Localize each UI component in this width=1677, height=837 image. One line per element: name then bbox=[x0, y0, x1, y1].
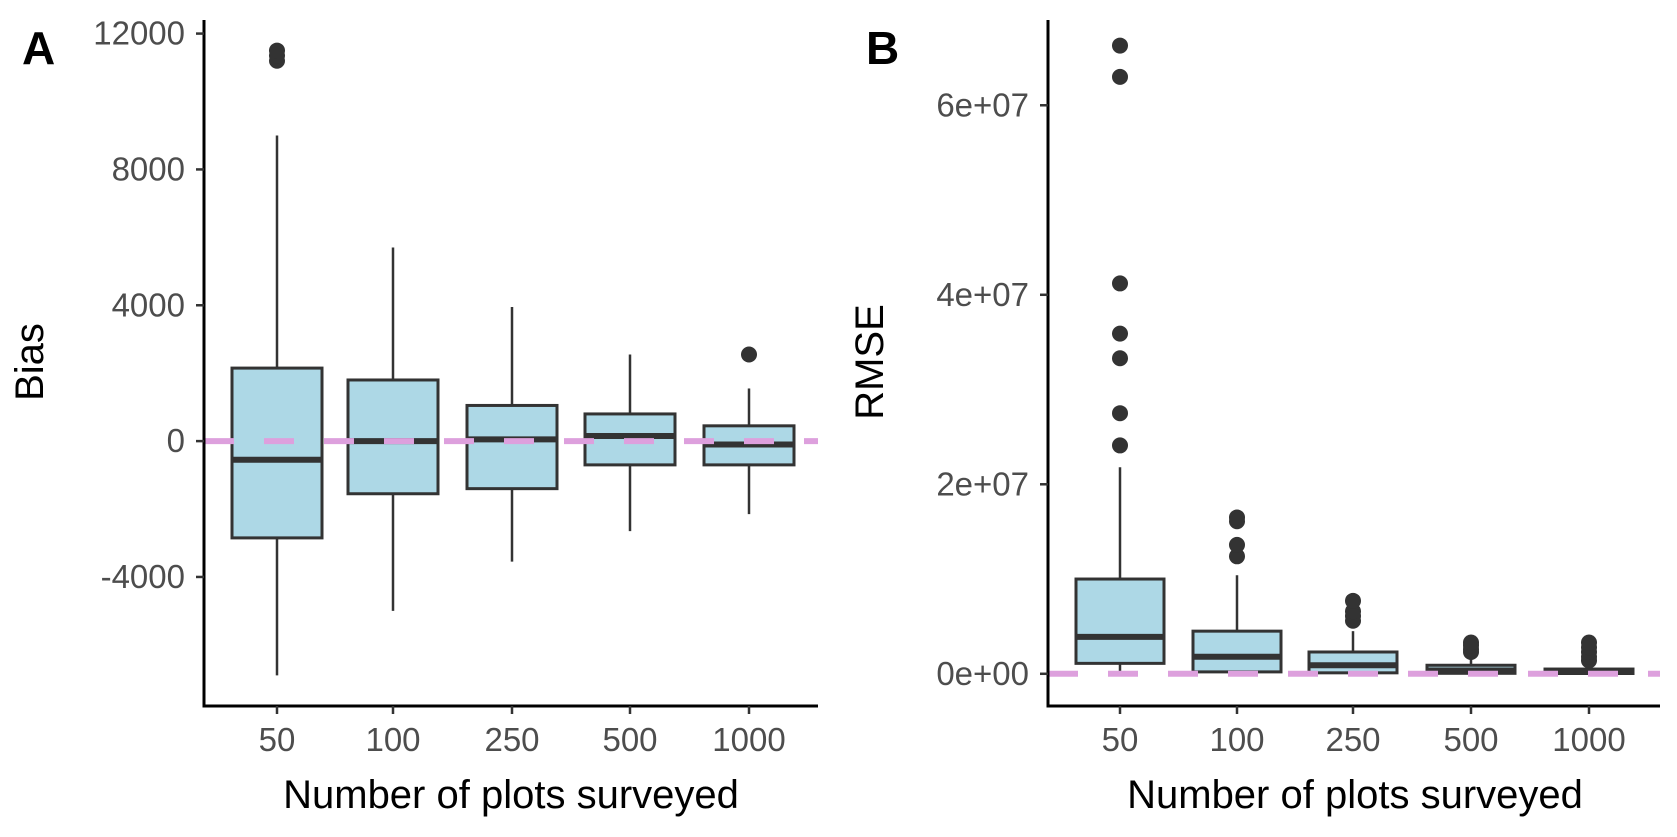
box-250 bbox=[1307, 592, 1399, 675]
y-tick-label-3: 6e+07 bbox=[936, 86, 1029, 123]
x-tick-label-250: 250 bbox=[1325, 721, 1380, 758]
outlier-50-1 bbox=[1112, 405, 1128, 422]
box-iqr-50 bbox=[230, 366, 324, 540]
outlier-50-2 bbox=[269, 42, 285, 59]
x-tick-label-250: 250 bbox=[484, 721, 539, 758]
x-tick-label-50: 50 bbox=[1102, 721, 1139, 758]
outlier-250-3 bbox=[1345, 592, 1361, 609]
outlier-1000-4 bbox=[1581, 634, 1597, 651]
x-tick-label-1000: 1000 bbox=[1552, 721, 1625, 758]
outlier-100-3 bbox=[1229, 509, 1245, 526]
panel-a-bias: -4000 0 4000 8000 12000 50 100 250 500 1000 Number… bbox=[8, 15, 818, 817]
x-tick-label-100: 100 bbox=[1209, 721, 1264, 758]
y-tick-label-0: 0e+00 bbox=[936, 655, 1029, 692]
box-100 bbox=[346, 247, 440, 611]
outlier-50-5 bbox=[1112, 68, 1128, 85]
y-tick-label-4: 12000 bbox=[93, 15, 185, 52]
y-tick-label-1: 0 bbox=[167, 422, 185, 459]
y-tick-label-2: 4e+07 bbox=[936, 276, 1029, 313]
x-tick-label-1000: 1000 bbox=[712, 721, 785, 758]
y-tick-label-0: -4000 bbox=[101, 558, 185, 595]
outlier-50-0 bbox=[1112, 437, 1128, 454]
outlier-50-2 bbox=[1112, 350, 1128, 367]
box-50 bbox=[230, 42, 324, 676]
panel-tag: B bbox=[866, 22, 899, 74]
outlier-50-3 bbox=[1112, 325, 1128, 342]
outlier-500-3 bbox=[1463, 634, 1479, 651]
box-iqr-100 bbox=[1191, 629, 1283, 674]
x-tick-label-50: 50 bbox=[259, 721, 296, 758]
panel-tag: A bbox=[22, 22, 55, 74]
box-1000 bbox=[1543, 634, 1635, 676]
x-tick-label-500: 500 bbox=[1443, 721, 1498, 758]
box-250 bbox=[465, 306, 559, 562]
x-axis-title: Number of plots surveyed bbox=[1127, 773, 1583, 817]
y-tick-label-2: 4000 bbox=[112, 286, 185, 323]
box-iqr-100 bbox=[346, 378, 440, 496]
outlier-100-0 bbox=[1229, 548, 1245, 565]
y-tick-label-1: 2e+07 bbox=[936, 465, 1029, 502]
outlier-50-6 bbox=[1112, 37, 1128, 54]
box-iqr-250 bbox=[465, 403, 559, 491]
y-axis-title: Bias bbox=[8, 323, 52, 401]
outlier-1000-0 bbox=[741, 346, 757, 363]
box-1000 bbox=[702, 346, 796, 515]
box-500 bbox=[1425, 634, 1517, 675]
x-axis-title: Number of plots surveyed bbox=[283, 773, 739, 817]
box-50 bbox=[1074, 37, 1166, 674]
x-tick-label-500: 500 bbox=[602, 721, 657, 758]
y-axis-title: RMSE bbox=[848, 304, 892, 420]
outlier-100-1 bbox=[1229, 536, 1245, 553]
outlier-50-4 bbox=[1112, 275, 1128, 292]
y-tick-label-3: 8000 bbox=[112, 150, 185, 187]
box-iqr-50 bbox=[1074, 577, 1166, 665]
panel-b-rmse: 0e+00 2e+07 4e+07 6e+07 50 100 250 500 1000 Numbe… bbox=[848, 20, 1660, 817]
box-100 bbox=[1191, 509, 1283, 674]
x-tick-label-100: 100 bbox=[365, 721, 420, 758]
